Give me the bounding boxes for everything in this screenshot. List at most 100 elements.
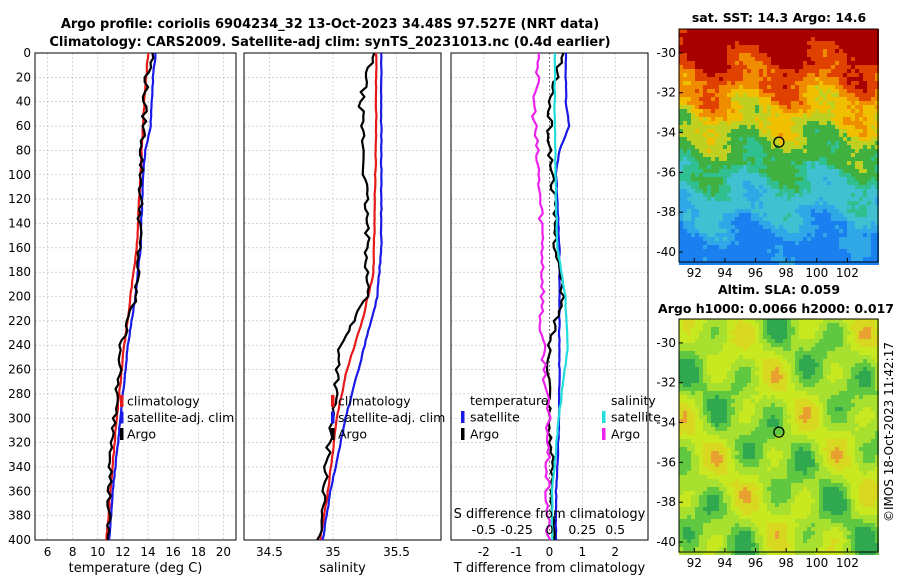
legend-label: Argo bbox=[127, 427, 156, 442]
map-y-tick-label: -32 bbox=[656, 86, 676, 100]
x-tick-label: 0 bbox=[546, 545, 554, 559]
legend-swatch bbox=[120, 395, 124, 407]
series-line-argo bbox=[105, 52, 155, 541]
map-y-tick-label: -40 bbox=[656, 245, 676, 259]
y-tick-label: 0 bbox=[23, 46, 31, 60]
y-tick-label: 380 bbox=[8, 509, 31, 523]
legend-label: Argo bbox=[470, 427, 499, 442]
legend-label: satellite-adj. clim bbox=[338, 410, 445, 425]
legend-swatch bbox=[602, 428, 606, 440]
legend-swatch bbox=[461, 411, 465, 423]
map-x-tick-label: 94 bbox=[717, 266, 732, 280]
x-tick-label: 8 bbox=[69, 545, 77, 559]
legend-label: climatology bbox=[338, 394, 411, 409]
x-tick-label: -1 bbox=[511, 545, 523, 559]
legend-label: Argo bbox=[338, 427, 367, 442]
figure-title-line1: Argo profile: coriolis 6904234_32 13-Oct… bbox=[61, 17, 599, 32]
x-tick-label: 18 bbox=[191, 545, 206, 559]
legend-swatch bbox=[331, 395, 335, 407]
x-tick-label: 34.5 bbox=[256, 545, 283, 559]
series-line-satellite-adj-clim bbox=[321, 52, 383, 541]
imos-watermark: ©IMOS 18-Oct-2023 11:42:17 bbox=[882, 342, 896, 522]
figure-title-line2: Climatology: CARS2009. Satellite-adj cli… bbox=[49, 35, 610, 50]
y-tick-label: 120 bbox=[8, 192, 31, 206]
x-tick-label: 20 bbox=[216, 545, 231, 559]
sst-map-title: sat. SST: 14.3 Argo: 14.6 bbox=[692, 10, 867, 25]
legend-swatch bbox=[602, 411, 606, 423]
map-x-tick-label: 100 bbox=[805, 266, 828, 280]
map-frame bbox=[678, 318, 879, 553]
legend-label: Argo bbox=[611, 427, 640, 442]
x-tick-label: -2 bbox=[478, 545, 490, 559]
y-tick-label: 40 bbox=[16, 95, 31, 109]
map-frame bbox=[678, 28, 879, 263]
x-tick-label: 16 bbox=[166, 545, 181, 559]
y-tick-label: 220 bbox=[8, 314, 31, 328]
legend-label: satellite bbox=[611, 410, 661, 425]
map-y-tick-label: -38 bbox=[656, 205, 676, 219]
map-y-tick-label: -34 bbox=[656, 416, 676, 430]
map-x-tick-label: 102 bbox=[836, 556, 859, 570]
plot-frame bbox=[34, 52, 237, 541]
map-y-tick-label: -38 bbox=[656, 495, 676, 509]
series-line-salinity-satellite bbox=[550, 52, 569, 541]
legend-swatch bbox=[331, 411, 335, 424]
argo-position-marker bbox=[773, 136, 785, 148]
map-y-tick-label: -40 bbox=[656, 535, 676, 549]
argo-position-marker bbox=[773, 426, 785, 438]
x-tick-label: 2 bbox=[611, 545, 619, 559]
series-line-temperature-satellite bbox=[554, 52, 571, 541]
y-tick-label: 100 bbox=[8, 168, 31, 182]
legend-label: satellite-adj. clim bbox=[127, 410, 234, 425]
s-axis-label: S difference from climatology bbox=[454, 507, 646, 522]
s-tick-label: -0.25 bbox=[500, 522, 532, 537]
s-tick-label: 0 bbox=[546, 522, 554, 537]
series-line-argo bbox=[316, 52, 376, 541]
legend-label: satellite bbox=[470, 410, 520, 425]
y-tick-label: 340 bbox=[8, 460, 31, 474]
map-y-tick-label: -34 bbox=[656, 126, 676, 140]
map-x-tick-label: 96 bbox=[748, 266, 763, 280]
legend-swatch bbox=[331, 428, 335, 440]
legend-swatch bbox=[461, 428, 465, 440]
temperature-panel: 0 20 40 60 80 100 120 140 160 180 200 220 240 260 280 3… bbox=[8, 46, 237, 576]
x-tick-label: 14 bbox=[140, 545, 155, 559]
map-y-tick-label: -36 bbox=[656, 165, 676, 179]
y-tick-label: 180 bbox=[8, 265, 31, 279]
y-tick-label: 240 bbox=[8, 338, 31, 352]
s-tick-label: 0.25 bbox=[568, 522, 596, 537]
legend-label: climatology bbox=[127, 394, 200, 409]
map-y-tick-label: -30 bbox=[656, 336, 676, 350]
y-tick-label: 80 bbox=[16, 143, 31, 157]
sst-map[interactable]: 92 94 96 98 100 102 -30 -32 -34 -36 -38 -40 bbox=[656, 28, 879, 280]
sla-map[interactable]: 92 94 96 98 100 102 -30 -32 -34 -36 -38 -40 bbox=[656, 318, 879, 570]
difference-panel: -2 -1 0 1 2 T difference from climatology temp… bbox=[450, 52, 661, 576]
legend-title-salinity: salinity bbox=[611, 393, 656, 408]
series-line-temperature-argo bbox=[545, 52, 566, 541]
y-tick-label: 260 bbox=[8, 363, 31, 377]
map-y-tick-label: -36 bbox=[656, 455, 676, 469]
y-tick-label: 360 bbox=[8, 484, 31, 498]
y-tick-label: 300 bbox=[8, 411, 31, 425]
legend-swatch bbox=[120, 411, 124, 424]
x-tick-label: 6 bbox=[44, 545, 52, 559]
y-tick-label: 200 bbox=[8, 290, 31, 304]
map-x-tick-label: 92 bbox=[687, 556, 702, 570]
s-tick-label: -0.5 bbox=[472, 522, 496, 537]
x-axis-label: salinity bbox=[319, 561, 366, 576]
plot-frame bbox=[243, 52, 442, 541]
map-x-tick-label: 94 bbox=[717, 556, 732, 570]
map-y-tick-label: -30 bbox=[656, 46, 676, 60]
map-x-tick-label: 98 bbox=[779, 556, 794, 570]
x-tick-label: 35.5 bbox=[383, 545, 410, 559]
legend-swatch bbox=[120, 428, 124, 440]
map-x-tick-label: 98 bbox=[779, 266, 794, 280]
y-tick-label: 400 bbox=[8, 533, 31, 547]
x-axis-label: T difference from climatology bbox=[453, 561, 646, 576]
map-x-tick-label: 100 bbox=[805, 556, 828, 570]
y-tick-label: 140 bbox=[8, 216, 31, 230]
legend-title-temperature: temperature bbox=[470, 393, 549, 408]
series-line-salinity-argo bbox=[530, 52, 552, 541]
y-tick-label: 320 bbox=[8, 436, 31, 450]
